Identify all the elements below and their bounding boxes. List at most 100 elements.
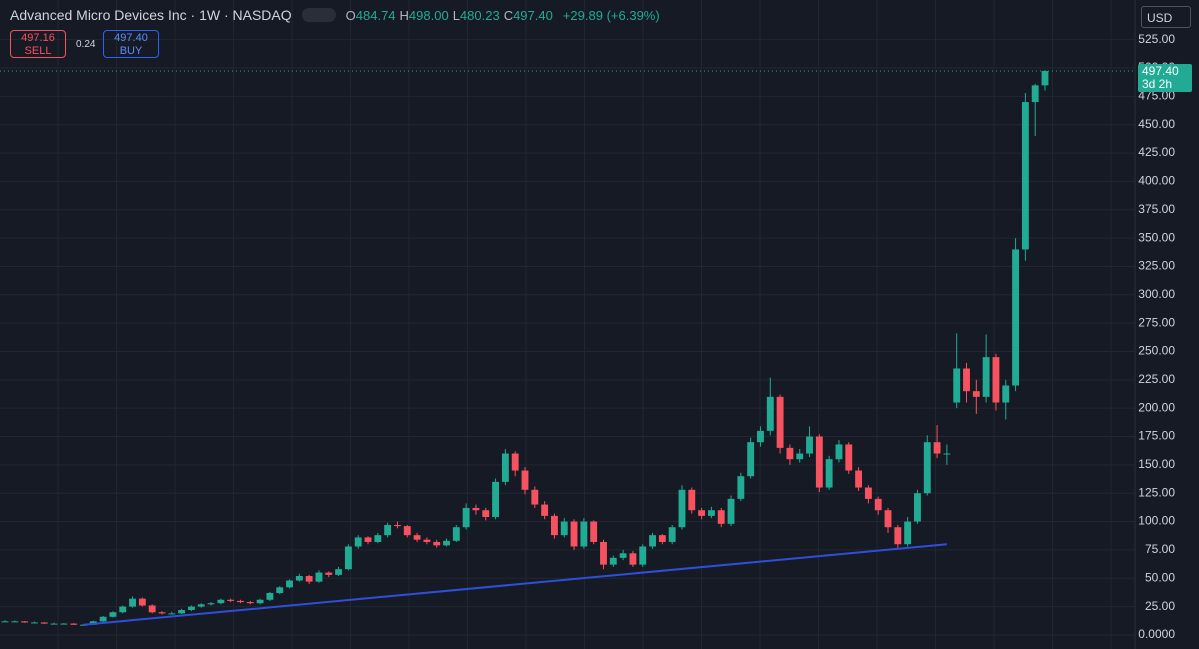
candle-body (99, 616, 107, 622)
candle-body (295, 575, 303, 581)
ohlc-value: 498.00 (408, 8, 449, 23)
candle-body (521, 470, 529, 490)
candle-body (178, 609, 186, 614)
y-tick-label: 375.00 (1138, 202, 1175, 216)
y-tick-label: 0.0000 (1138, 627, 1175, 641)
candle-body (786, 447, 794, 460)
countdown: 3d 2h (1142, 77, 1173, 91)
spread: 0.24 (76, 39, 96, 50)
candle-body (658, 535, 666, 542)
candle-body (354, 537, 362, 547)
candle-body (1021, 102, 1029, 250)
candle-body (443, 540, 450, 546)
currency-select[interactable]: USD (1141, 6, 1191, 28)
candle-body (698, 510, 706, 516)
ohlc-label: H (399, 8, 409, 23)
candle-body (1031, 85, 1039, 103)
candle-body (158, 612, 166, 614)
candle-body (580, 521, 588, 547)
candle-body (276, 587, 284, 593)
candle-body (668, 527, 676, 542)
y-tick-label: 300.00 (1138, 287, 1175, 301)
buy-label: BUY (119, 45, 143, 57)
candle-body (727, 498, 735, 524)
candle-body (187, 606, 195, 610)
candle-body (747, 442, 755, 477)
y-tick-label: 250.00 (1138, 344, 1175, 358)
candle-body (717, 510, 725, 524)
candle-body (570, 521, 578, 547)
y-tick-label: 125.00 (1138, 485, 1175, 499)
candle-body (923, 442, 931, 494)
candle-body (246, 602, 254, 604)
candle-body (70, 623, 78, 625)
candle-body (384, 524, 392, 536)
header: Advanced Micro Devices Inc · 1W · NASDAQ… (10, 7, 660, 23)
candle-body (629, 553, 637, 565)
ohlc-label: O (345, 8, 356, 23)
candle-body (1012, 249, 1019, 386)
buy-price: 497.40 (114, 32, 148, 44)
buy-button[interactable]: 497.40 BUY (103, 30, 159, 58)
trendline (83, 543, 947, 626)
candle-body (335, 569, 343, 575)
candle-body (21, 621, 29, 623)
price-tag-value: 497.40 (1142, 64, 1179, 78)
candle-body (31, 622, 38, 624)
candle-body (894, 527, 902, 545)
candle-body (119, 606, 127, 613)
candle-body (452, 527, 460, 541)
candle-body (678, 489, 686, 528)
status-pill[interactable] (301, 8, 336, 22)
candle-body (413, 535, 421, 540)
ohlc-value: 497.40 (513, 8, 553, 23)
candle-body (168, 613, 176, 615)
candle-body (40, 622, 48, 624)
candle-body (649, 535, 656, 547)
candle-body (50, 623, 58, 625)
candle-body (953, 368, 961, 403)
candle-body (482, 510, 490, 518)
candle-body (904, 521, 912, 545)
candle-body (305, 575, 313, 582)
candle-body (286, 580, 293, 588)
ohlc-label: C (503, 8, 514, 23)
candle-body (590, 521, 598, 542)
candle-body (796, 453, 804, 460)
candle-body (364, 537, 372, 542)
candle-body (982, 357, 990, 397)
candle-body (551, 515, 558, 536)
candle-body (933, 442, 941, 454)
price-tag: 497.40 3d 2h (1138, 64, 1192, 92)
candle-body (815, 436, 823, 488)
candle-body (806, 436, 813, 454)
sell-button[interactable]: 497.16 SELL (10, 30, 66, 58)
ohlc-value: 480.23 (459, 8, 500, 23)
candle-body (80, 624, 87, 626)
candle-body (835, 444, 843, 460)
candle-body (914, 493, 921, 522)
candle-body (374, 535, 382, 542)
candle-body (992, 357, 1000, 403)
y-tick-label: 400.00 (1138, 174, 1175, 188)
candle-body (60, 623, 68, 625)
candle-body (11, 621, 19, 623)
candle-body (1002, 385, 1010, 403)
candle-body (531, 489, 539, 505)
y-tick-label: 225.00 (1138, 372, 1175, 386)
candle-body (1041, 70, 1049, 86)
y-tick-label: 175.00 (1138, 429, 1175, 443)
candle-body (737, 476, 745, 499)
candle-body (148, 605, 156, 613)
y-tick-label: 50.00 (1145, 570, 1175, 584)
candle-body (501, 453, 509, 482)
candle-body (394, 524, 401, 527)
sell-label: SELL (24, 45, 52, 57)
candle-body (757, 430, 764, 443)
candle-body (825, 459, 833, 488)
candle-body (492, 481, 499, 518)
candle-body (688, 489, 696, 511)
ohlc-legend: O484.74 H498.00 L480.23 C497.40 (346, 7, 557, 23)
y-tick-label: 100.00 (1138, 514, 1175, 528)
